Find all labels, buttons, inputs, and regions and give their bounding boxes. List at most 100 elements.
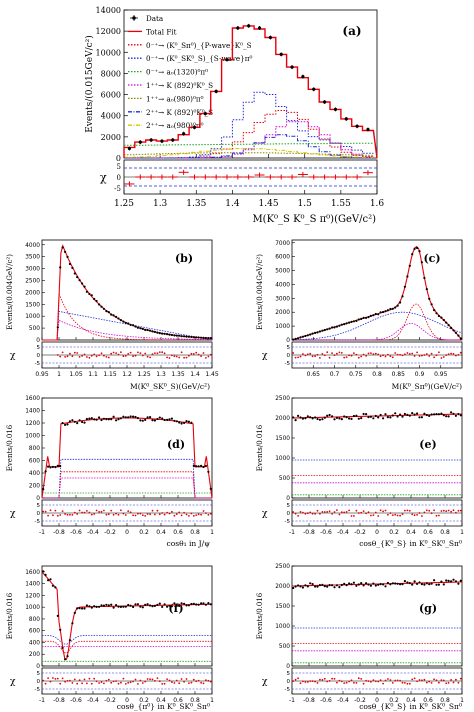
data-point [161,417,164,420]
pull-point [350,679,353,682]
pull-point [323,511,326,513]
pull-point [44,510,47,513]
data-point [343,415,346,418]
data-point [98,416,101,419]
pull-point [78,509,81,512]
data-point [323,416,326,419]
data-point [309,416,312,419]
data-point [76,276,79,279]
x-tick-label: 0.95 [434,371,448,378]
pull-point [56,677,59,680]
pull-point [445,510,448,513]
data-point [338,417,341,420]
pull-point [350,515,353,517]
data-point [136,417,139,420]
x-tick-label: -0.4 [87,529,99,536]
pull-point [56,354,59,356]
pull-point [197,679,200,682]
pull-point [326,351,329,354]
data-point [170,333,173,337]
pull-point [83,678,86,681]
data-point [105,310,108,313]
pull-point [389,512,392,514]
pull-point [83,353,86,356]
data-point [352,414,355,418]
panel-b: (b) Events/(0.004GeV/c²) M(K⁰_SK⁰_S)(GeV… [6,239,219,391]
pull-point [442,679,445,682]
pull-point [188,354,190,357]
pull-y-tick-label: 5 [37,345,41,351]
pull-point [457,354,460,356]
data-point [372,314,375,317]
data-point [139,419,142,422]
pull-point [185,678,188,680]
pull-point [408,353,411,355]
pull-point [154,679,156,682]
pull-point [195,514,198,516]
legend-entry: 2⁺⁺→ K (892)⁰K⁰_S [146,108,213,117]
pull-point [139,512,142,515]
data-point [311,583,314,586]
data-point [134,415,137,419]
data-point [47,465,50,468]
data-point [428,414,431,417]
data-point [413,247,416,250]
data-point [173,334,176,337]
data-point [406,413,409,416]
data-point [47,579,50,582]
y-tick-label: 1500 [275,604,290,610]
data-point [59,628,62,631]
pull-point [438,351,440,354]
data-point [323,585,326,588]
data-point [323,328,326,332]
data-point [85,604,88,607]
data-point [42,488,45,491]
data-point [98,605,101,608]
data-point [166,418,169,421]
pull-point [171,510,173,513]
data-point [423,276,426,280]
y-tick-label: 2000 [101,133,121,142]
data-point [318,418,321,421]
component-curve [124,121,374,159]
x-tick-label: 0.4 [406,529,416,536]
pull-point [411,678,414,681]
data-point [122,415,125,418]
x-tick-label: 0.2 [139,697,149,704]
component-curve [42,458,212,499]
x-tick-label: 0.8 [190,697,200,704]
pull-point [401,681,404,684]
pull-point [73,678,76,681]
x-tick-label: 1.25 [137,371,151,378]
pull-point [389,355,392,358]
data-point [328,584,331,587]
pull-point [299,682,302,685]
pull-point [340,680,343,683]
pull-point [188,515,190,517]
data-point [112,314,115,317]
pull-point [71,514,74,516]
pull-point [309,680,312,682]
pull-point [396,353,399,356]
pull-point [294,678,297,681]
pull-point [355,353,358,356]
data-point [183,421,186,424]
data-point [187,604,190,607]
y-tick-label: 0 [286,664,290,670]
x-tick-label: 1 [210,529,214,536]
pull-point [185,356,188,359]
data-point [102,307,105,310]
pull-point [149,678,152,681]
data-point [195,336,198,339]
data-point [166,605,169,608]
pull-point [144,352,147,355]
pull-point [54,509,57,512]
data-point [433,413,436,416]
pull-point [370,681,372,683]
data-point [394,412,397,415]
component-curve [292,311,463,341]
data-point [314,585,317,588]
pull-point [190,352,193,355]
data-point [207,337,210,340]
pull-point [129,511,132,514]
